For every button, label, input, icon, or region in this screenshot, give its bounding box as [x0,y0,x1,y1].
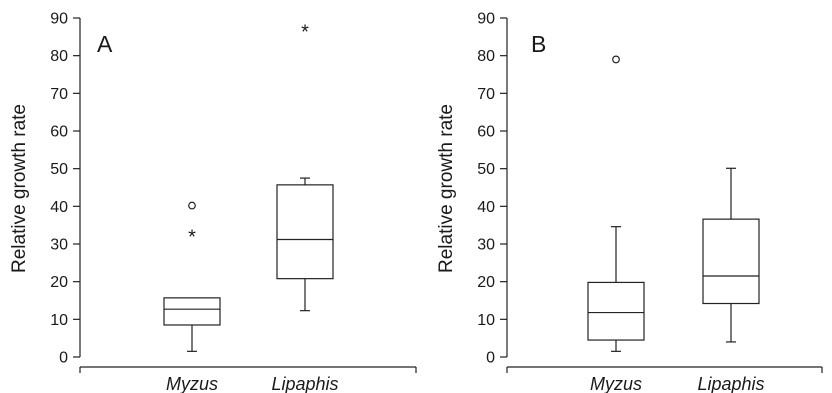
y-tick-label: 10 [50,312,68,329]
box-lipaphis: Lipaphis [697,167,765,393]
box-iqr [163,297,221,326]
y-tick-label: 70 [477,86,495,103]
y-tick-label: 90 [50,11,68,28]
y-tick-label: 30 [477,237,495,254]
x-tick-label: Lipaphis [697,374,764,393]
box-iqr [702,218,760,305]
y-tick-label: 20 [477,274,495,291]
outlier-circle [612,55,620,64]
box-lipaphis: * Lipaphis [271,22,338,393]
panel-letter: A [97,31,113,57]
panel-a: 0 10 20 30 40 50 60 70 80 90 Relative growth rate A… [9,11,417,393]
y-tick-label: 40 [50,199,68,216]
outlier-circle [188,201,196,210]
y-tick-label: 0 [59,350,68,367]
y-tick-label: 10 [477,312,495,329]
y-axis-title: Relative growth rate [436,104,457,273]
outlier-star: * [301,22,309,44]
box-iqr [276,184,334,280]
y-tick-label: 90 [477,11,495,28]
y-tick-label: 0 [486,350,495,367]
box-myzus: * Myzus [163,201,221,393]
y-tick-label: 50 [50,161,68,178]
y-tick-label: 70 [50,86,68,103]
x-tick-label: Myzus [590,374,642,393]
y-tick-label: 60 [50,124,68,141]
y-tick-label: 50 [477,161,495,178]
y-tick-label: 60 [477,124,495,141]
y-tick-label: 80 [50,48,68,65]
x-tick-label: Myzus [166,374,218,393]
outlier-star: * [188,226,196,248]
box-myzus: Myzus [587,55,645,393]
y-tick-label: 30 [50,237,68,254]
x-tick-label: Lipaphis [271,374,338,393]
y-axis-title: Relative growth rate [9,104,30,273]
y-tick-label: 20 [50,274,68,291]
y-tick-label: 40 [477,199,495,216]
box-iqr [587,281,645,341]
panel-b: 0 10 20 30 40 50 60 70 80 90 Relative growth rate B… [436,11,823,393]
y-tick-label: 80 [477,48,495,65]
panel-letter: B [531,31,546,57]
